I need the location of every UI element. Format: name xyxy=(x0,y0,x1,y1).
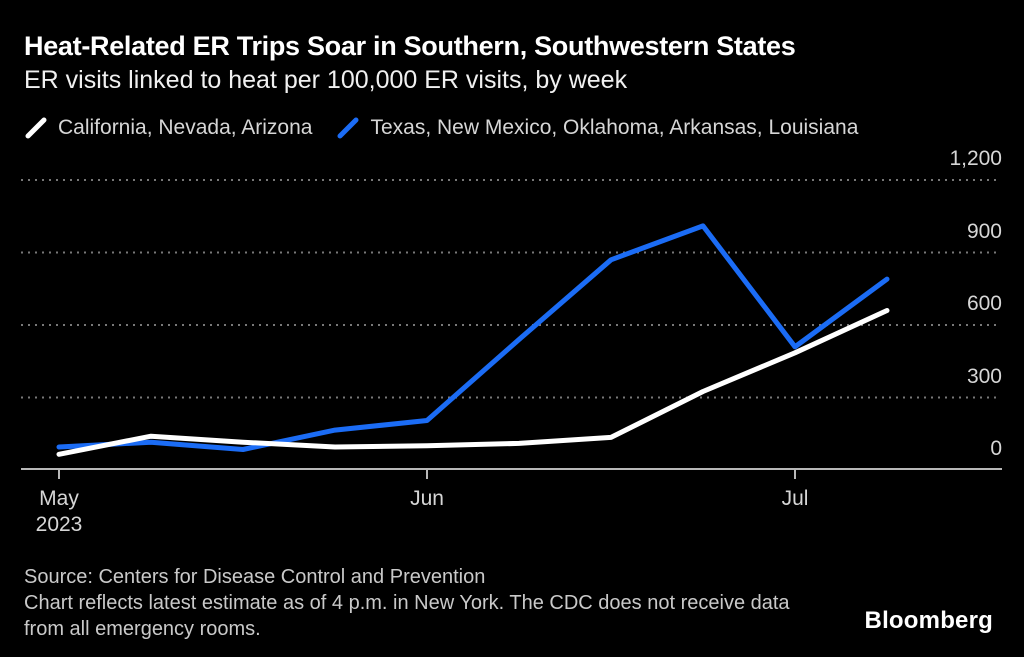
y-axis-label: 600 xyxy=(966,292,1002,315)
source-note: Source: Centers for Disease Control and … xyxy=(24,566,486,588)
x-axis-year-label: 2023 xyxy=(35,513,83,536)
x-axis-label: Jun xyxy=(410,487,444,510)
x-axis-label: May xyxy=(39,487,79,510)
y-axis-label: 300 xyxy=(966,364,1002,388)
series-line xyxy=(56,308,890,457)
chart-title: Heat-Related ER Trips Soar in Southern, … xyxy=(24,31,796,61)
chart-subtitle: ER visits linked to heat per 100,000 ER … xyxy=(24,66,628,94)
legend-item: Texas, New Mexico, Oklahoma, Arkansas, L… xyxy=(336,116,858,140)
y-axis-label: 900 xyxy=(966,219,1002,243)
x-axis-label: Jul xyxy=(781,487,809,510)
footnote-line-1: Chart reflects latest estimate as of 4 p… xyxy=(24,592,790,614)
bloomberg-logo: Bloomberg xyxy=(864,607,993,634)
series-line xyxy=(56,223,890,452)
y-axis-label: 1,200 xyxy=(949,147,1002,170)
line-swatch-icon xyxy=(337,117,359,139)
footnote-line-2: from all emergency rooms. xyxy=(24,618,261,640)
y-axis-label: 0 xyxy=(990,437,1002,460)
legend: California, Nevada, Arizona Texas, New Me… xyxy=(24,116,858,140)
legend-label: Texas, New Mexico, Oklahoma, Arkansas, L… xyxy=(370,116,859,139)
legend-item: California, Nevada, Arizona xyxy=(24,116,312,140)
line-swatch-icon xyxy=(25,117,47,139)
legend-label: California, Nevada, Arizona xyxy=(58,116,313,139)
